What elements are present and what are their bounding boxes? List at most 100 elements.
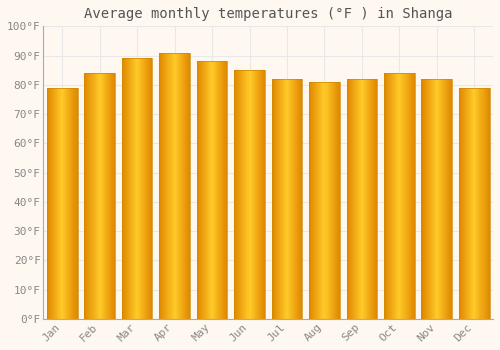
Bar — [52, 88, 53, 319]
Bar — [49, 88, 50, 319]
Bar — [365, 79, 366, 319]
Bar — [447, 79, 448, 319]
Bar — [363, 79, 364, 319]
Bar — [222, 61, 224, 319]
Bar — [59, 88, 60, 319]
Bar — [252, 70, 254, 319]
Bar — [84, 73, 86, 319]
Bar — [92, 73, 94, 319]
Bar — [124, 58, 125, 319]
Bar — [96, 73, 98, 319]
Bar — [144, 58, 146, 319]
Bar — [311, 82, 312, 319]
Bar — [258, 70, 260, 319]
Bar — [324, 82, 326, 319]
Bar — [219, 61, 220, 319]
Bar — [214, 61, 215, 319]
Bar — [56, 88, 57, 319]
Bar — [410, 73, 412, 319]
Bar — [209, 61, 210, 319]
Bar — [84, 73, 115, 319]
Bar — [286, 79, 287, 319]
Bar — [384, 73, 385, 319]
Bar — [76, 88, 78, 319]
Bar — [102, 73, 104, 319]
Bar — [68, 88, 70, 319]
Bar — [339, 82, 340, 319]
Bar — [289, 79, 290, 319]
Bar — [385, 73, 386, 319]
Bar — [55, 88, 56, 319]
Bar — [110, 73, 111, 319]
Bar — [88, 73, 90, 319]
Bar — [433, 79, 434, 319]
Bar — [184, 52, 185, 319]
Bar — [309, 82, 310, 319]
Bar — [373, 79, 374, 319]
Bar — [185, 52, 186, 319]
Bar — [338, 82, 339, 319]
Bar — [402, 73, 404, 319]
Bar — [444, 79, 445, 319]
Bar — [74, 88, 76, 319]
Bar — [414, 73, 415, 319]
Bar — [47, 88, 48, 319]
Bar — [125, 58, 126, 319]
Bar — [112, 73, 113, 319]
Bar — [142, 58, 144, 319]
Bar — [348, 79, 350, 319]
Bar — [226, 61, 228, 319]
Bar — [94, 73, 96, 319]
Bar — [298, 79, 300, 319]
Bar — [294, 79, 295, 319]
Bar — [371, 79, 372, 319]
Bar — [254, 70, 256, 319]
Bar — [432, 79, 433, 319]
Bar — [426, 79, 428, 319]
Bar — [387, 73, 388, 319]
Bar — [262, 70, 263, 319]
Bar — [50, 88, 51, 319]
Bar — [90, 73, 92, 319]
Bar — [374, 79, 375, 319]
Bar — [137, 58, 138, 319]
Bar — [278, 79, 279, 319]
Bar — [285, 79, 286, 319]
Bar — [264, 70, 265, 319]
Bar — [235, 70, 236, 319]
Bar — [336, 82, 337, 319]
Bar — [474, 88, 476, 319]
Bar — [47, 88, 78, 319]
Bar — [104, 73, 105, 319]
Bar — [53, 88, 54, 319]
Bar — [196, 61, 198, 319]
Bar — [182, 52, 183, 319]
Bar — [434, 79, 435, 319]
Bar — [463, 88, 464, 319]
Bar — [462, 88, 463, 319]
Bar — [48, 88, 49, 319]
Bar — [472, 88, 474, 319]
Bar — [440, 79, 441, 319]
Bar — [60, 88, 61, 319]
Bar — [464, 88, 465, 319]
Bar — [318, 82, 320, 319]
Bar — [129, 58, 130, 319]
Bar — [284, 79, 285, 319]
Bar — [159, 52, 160, 319]
Bar — [376, 79, 378, 319]
Bar — [114, 73, 115, 319]
Bar — [70, 88, 72, 319]
Bar — [292, 79, 293, 319]
Bar — [138, 58, 139, 319]
Bar — [218, 61, 219, 319]
Bar — [430, 79, 432, 319]
Bar — [207, 61, 208, 319]
Bar — [280, 79, 281, 319]
Bar — [189, 52, 190, 319]
Bar — [469, 88, 470, 319]
Bar — [316, 82, 318, 319]
Bar — [346, 79, 348, 319]
Bar — [127, 58, 128, 319]
Bar — [148, 58, 150, 319]
